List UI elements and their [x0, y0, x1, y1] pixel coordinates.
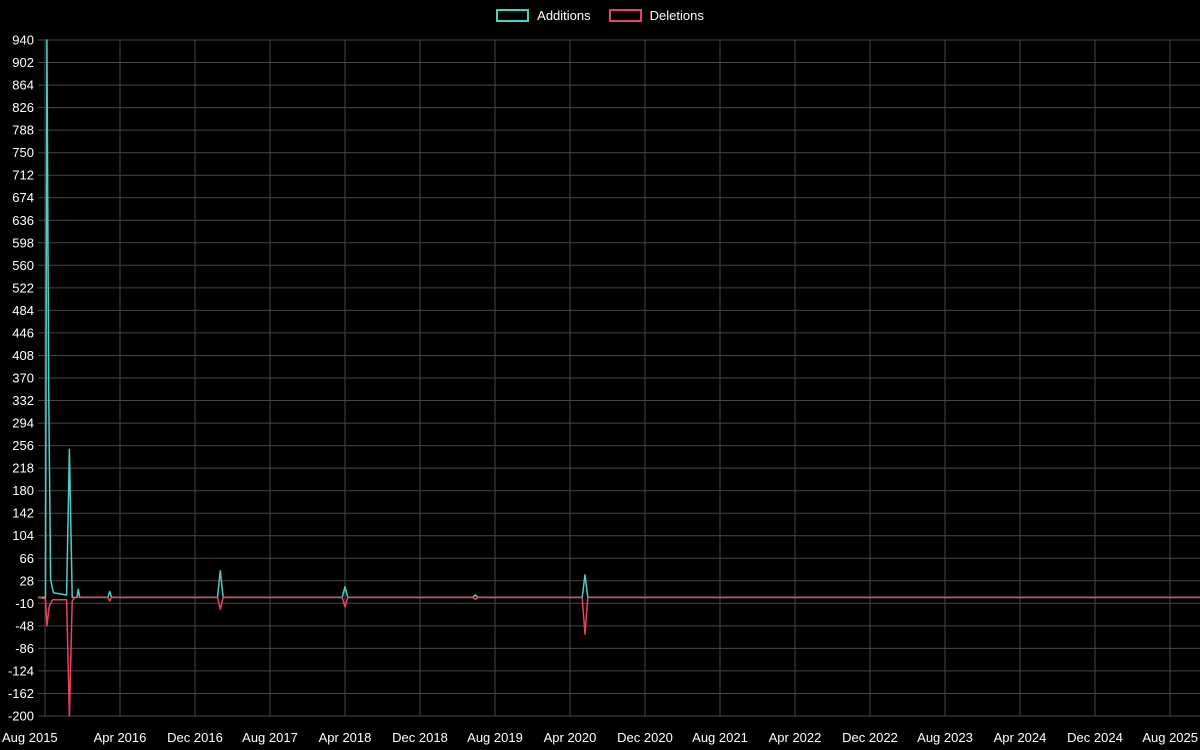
- deletions-line: [37, 596, 1200, 717]
- x-tick-label: Aug 2025: [1142, 730, 1198, 745]
- y-tick-label: -124: [8, 663, 34, 678]
- x-tick-label: Aug 2023: [917, 730, 973, 745]
- x-tick-label: Apr 2024: [994, 730, 1047, 745]
- legend-item-deletions[interactable]: Deletions: [608, 7, 704, 24]
- x-tick-label: Apr 2020: [544, 730, 597, 745]
- y-tick-label: -162: [8, 686, 34, 701]
- y-tick-label: 864: [12, 78, 34, 93]
- x-tick-label: Dec 2016: [167, 730, 223, 745]
- y-tick-label: 560: [12, 258, 34, 273]
- y-tick-label: -48: [15, 618, 34, 633]
- y-tick-label: 104: [12, 528, 34, 543]
- legend-item-additions[interactable]: Additions: [496, 7, 591, 24]
- x-tick-label: Aug 2017: [242, 730, 298, 745]
- y-tick-label: 674: [12, 190, 34, 205]
- x-tick-label: Dec 2018: [392, 730, 448, 745]
- y-tick-label: 218: [12, 461, 34, 476]
- y-tick-label: 446: [12, 325, 34, 340]
- y-tick-label: 826: [12, 100, 34, 115]
- y-tick-label: 750: [12, 145, 34, 160]
- y-tick-label: 256: [12, 438, 34, 453]
- legend-label-additions: Additions: [537, 8, 591, 23]
- additions-swatch: [496, 9, 530, 22]
- y-tick-label: -200: [8, 709, 34, 724]
- y-tick-label: 180: [12, 483, 34, 498]
- x-tick-label: Dec 2020: [617, 730, 673, 745]
- y-tick-label: 940: [12, 33, 34, 48]
- y-tick-label: 66: [20, 551, 34, 566]
- y-tick-label: 902: [12, 55, 34, 70]
- x-tick-label: Dec 2022: [842, 730, 898, 745]
- deletions-swatch: [608, 9, 642, 22]
- additions-line: [38, 39, 1200, 599]
- y-tick-label: 370: [12, 371, 34, 386]
- y-tick-label: -86: [15, 641, 34, 656]
- y-tick-label: 636: [12, 213, 34, 228]
- x-tick-label: Apr 2016: [94, 730, 147, 745]
- x-tick-label: Aug 2019: [467, 730, 523, 745]
- y-tick-label: 712: [12, 168, 34, 183]
- y-tick-label: 28: [20, 573, 34, 588]
- y-tick-label: 522: [12, 280, 34, 295]
- y-tick-label: 788: [12, 123, 34, 138]
- legend-label-deletions: Deletions: [649, 8, 704, 23]
- y-tick-label: -10: [15, 596, 34, 611]
- y-tick-label: 142: [12, 506, 34, 521]
- y-tick-label: 484: [12, 303, 34, 318]
- y-tick-label: 598: [12, 235, 34, 250]
- y-tick-label: 332: [12, 393, 34, 408]
- y-tick-label: 408: [12, 348, 34, 363]
- x-tick-label: Dec 2024: [1067, 730, 1123, 745]
- x-tick-label: Aug 2015: [2, 730, 58, 745]
- y-tick-label: 294: [12, 416, 34, 431]
- x-tick-label: Apr 2022: [769, 730, 822, 745]
- chart-legend: Additions Deletions: [0, 7, 1200, 24]
- x-tick-label: Aug 2021: [692, 730, 748, 745]
- x-tick-label: Apr 2018: [319, 730, 372, 745]
